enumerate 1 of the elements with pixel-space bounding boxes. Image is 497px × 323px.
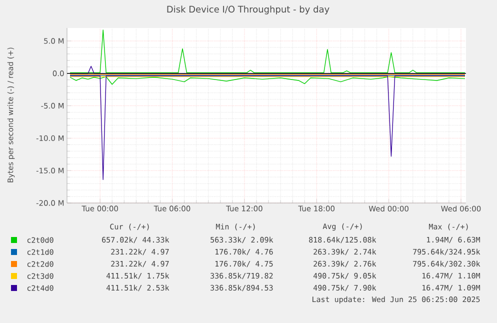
chart-title: Disk Device I/O Throughput - by day (167, 6, 330, 14)
